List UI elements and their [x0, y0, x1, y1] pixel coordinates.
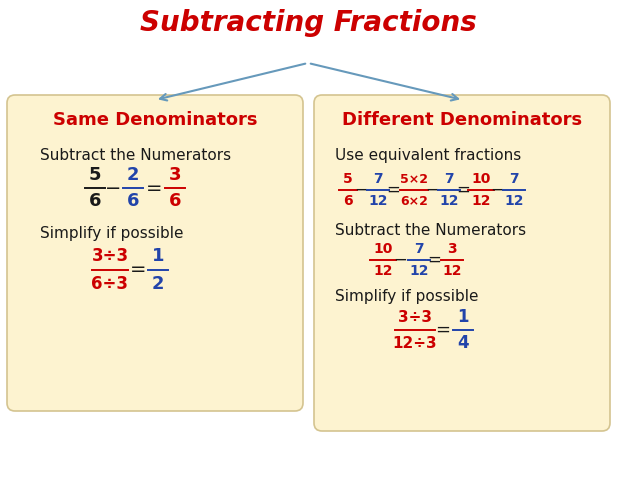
Text: −: − — [393, 251, 407, 269]
Text: 12: 12 — [471, 194, 491, 208]
Text: Same Denominators: Same Denominators — [52, 111, 257, 129]
Text: 6: 6 — [169, 192, 181, 210]
Text: 6: 6 — [126, 192, 139, 210]
FancyBboxPatch shape — [7, 95, 303, 411]
Text: 4: 4 — [457, 334, 469, 352]
Text: 12: 12 — [439, 194, 459, 208]
Text: 6×2: 6×2 — [400, 195, 428, 207]
Text: −: − — [354, 181, 368, 199]
Text: =: = — [146, 178, 162, 197]
Text: Subtract the Numerators: Subtract the Numerators — [40, 148, 231, 163]
Text: 7: 7 — [373, 172, 383, 186]
Text: 6: 6 — [89, 192, 101, 210]
Text: 10: 10 — [373, 242, 392, 256]
Text: 12: 12 — [368, 194, 387, 208]
Text: 7: 7 — [414, 242, 424, 256]
Text: 5: 5 — [343, 172, 353, 186]
Text: −: − — [105, 178, 121, 197]
Text: 1: 1 — [457, 308, 469, 326]
Text: 10: 10 — [471, 172, 491, 186]
Text: 7: 7 — [509, 172, 519, 186]
Text: Simplify if possible: Simplify if possible — [335, 289, 479, 304]
Text: 2: 2 — [126, 166, 139, 184]
Text: −: − — [490, 181, 504, 199]
Text: 12: 12 — [504, 194, 524, 208]
Text: 3÷3: 3÷3 — [91, 247, 128, 265]
Text: 1: 1 — [152, 247, 164, 265]
Text: 12: 12 — [373, 264, 393, 278]
Text: =: = — [130, 261, 146, 280]
Text: Subtracting Fractions: Subtracting Fractions — [139, 9, 476, 37]
Text: 5: 5 — [89, 166, 101, 184]
Text: 3: 3 — [447, 242, 457, 256]
Text: =: = — [456, 181, 470, 199]
Text: 3: 3 — [169, 166, 181, 184]
Text: Different Denominators: Different Denominators — [342, 111, 582, 129]
Text: 12÷3: 12÷3 — [392, 336, 437, 350]
Text: 12: 12 — [409, 264, 429, 278]
Text: Simplify if possible: Simplify if possible — [40, 226, 183, 240]
Text: Use equivalent fractions: Use equivalent fractions — [335, 148, 521, 163]
Text: 6: 6 — [343, 194, 353, 208]
Text: 2: 2 — [152, 275, 164, 293]
Text: 12: 12 — [442, 264, 462, 278]
Text: =: = — [386, 181, 400, 199]
Text: −: − — [425, 181, 439, 199]
Text: 3÷3: 3÷3 — [398, 309, 432, 325]
Text: 7: 7 — [444, 172, 454, 186]
Text: 6÷3: 6÷3 — [91, 275, 128, 293]
FancyBboxPatch shape — [314, 95, 610, 431]
Text: =: = — [427, 251, 441, 269]
Text: Subtract the Numerators: Subtract the Numerators — [335, 222, 526, 238]
Text: 5×2: 5×2 — [400, 173, 428, 185]
Text: =: = — [436, 321, 450, 339]
